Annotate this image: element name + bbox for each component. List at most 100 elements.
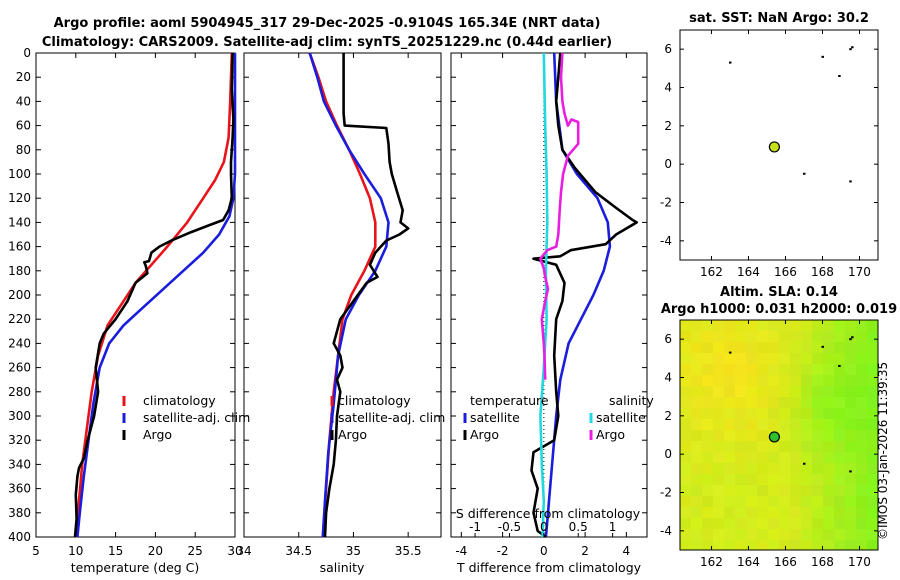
sla-heat-cell [724, 364, 735, 375]
sla-heat-cell [702, 452, 713, 463]
sla-map-xtick-label: 166 [774, 555, 797, 569]
sla-heat-cell [702, 320, 713, 331]
s-diff-xtick-label: 1 [609, 520, 617, 534]
sla-heat-cell [768, 529, 779, 540]
sla-heat-cell [746, 375, 757, 386]
sla-heat-cell [735, 540, 746, 550]
sla-heat-cell [812, 419, 823, 430]
sla-heat-cell [702, 364, 713, 375]
sla-heat-cell [845, 375, 856, 386]
sla-heat-cell [691, 441, 702, 452]
sla-heat-cell [801, 540, 812, 550]
sla-heat-cell [691, 485, 702, 496]
sla-heat-cell [834, 485, 845, 496]
sla-heat-cell [768, 386, 779, 397]
sla-heat-cell [680, 419, 691, 430]
sla-heat-cell [768, 540, 779, 550]
island-marker [838, 75, 841, 77]
sla-heat-cell [867, 485, 878, 496]
legend-diff-t-satellite: satellite [470, 410, 520, 425]
sla-heat-cell [691, 342, 702, 353]
sla-heat-cell [779, 419, 790, 430]
sla-heat-cell [812, 496, 823, 507]
sla-heat-cell [680, 463, 691, 474]
island-marker [821, 55, 824, 58]
sla-heat-cell [834, 430, 845, 441]
sla-heat-cell [812, 320, 823, 331]
sla-heat-cell [768, 518, 779, 529]
t-difference-xlabel: T difference from climatology [456, 560, 642, 575]
sla-heat-cell [757, 452, 768, 463]
sla-heat-cell [713, 320, 724, 331]
sla-heat-cell [812, 463, 823, 474]
sla-heat-cell [867, 518, 878, 529]
sla-heat-cell [801, 474, 812, 485]
sla-heat-cell [812, 408, 823, 419]
sla-heat-cell [812, 485, 823, 496]
sla-heat-cell [812, 540, 823, 550]
sla-heat-cell [768, 408, 779, 419]
sla-heat-cell [724, 474, 735, 485]
sla-heat-cell [801, 331, 812, 342]
sla-heat-cell [779, 320, 790, 331]
depth-tick-label: 280 [8, 385, 31, 399]
sla-heat-cell [790, 474, 801, 485]
sla-heat-cell [680, 386, 691, 397]
sla-map-ytick-label: 2 [664, 409, 672, 423]
sla-heat-cell [867, 430, 878, 441]
sla-heat-cell [724, 419, 735, 430]
sla-heat-cell [746, 485, 757, 496]
sla-heat-cell [713, 507, 724, 518]
sla-heat-cell [845, 529, 856, 540]
sla-heat-cell [845, 452, 856, 463]
sla-heat-cell [757, 397, 768, 408]
sla-heat-cell [746, 419, 757, 430]
sla-heat-cell [702, 375, 713, 386]
sla-heat-cell [845, 386, 856, 397]
sla-heat-cell [713, 485, 724, 496]
island-marker [849, 180, 852, 183]
sla-heat-cell [757, 529, 768, 540]
sla-heat-cell [856, 320, 867, 331]
sla-heat-cell [757, 441, 768, 452]
sla-heat-cell [790, 408, 801, 419]
sla-heat-cell [746, 364, 757, 375]
sla-heat-cell [834, 419, 845, 430]
island-marker [802, 462, 806, 465]
sla-heat-cell [735, 364, 746, 375]
sla-heat-cell [801, 463, 812, 474]
sla-heat-cell [724, 342, 735, 353]
legend-sal-satellite: satellite-adj. clim [338, 410, 445, 425]
island-marker [821, 345, 824, 348]
sla-heat-cell [834, 364, 845, 375]
temp-line-climatology [75, 52, 234, 538]
sla-heat-cell [757, 540, 768, 550]
s-difference-xlabel: S difference from climatology [456, 506, 641, 521]
depth-tick-label: 300 [8, 409, 31, 423]
sla-heat-cell [867, 397, 878, 408]
difference-profile-xtick-label: 4 [623, 544, 631, 558]
sst-map-ytick-label: 0 [664, 157, 672, 171]
sla-heat-cell [680, 474, 691, 485]
sla-heat-cell [834, 452, 845, 463]
sla-heat-cell [757, 386, 768, 397]
sal-line-argo [323, 53, 410, 538]
sla-heat-cell [790, 529, 801, 540]
sla-heat-cell [812, 331, 823, 342]
temperature-xlabel: temperature (deg C) [71, 560, 200, 575]
difference-profile-xtick-label: 0 [540, 544, 548, 558]
depth-tick-label: 180 [8, 264, 31, 278]
sla-heat-cell [779, 496, 790, 507]
sla-heat-cell [823, 540, 834, 550]
sla-heat-cell [867, 441, 878, 452]
sla-heat-cell [779, 474, 790, 485]
sla-heat-cell [713, 529, 724, 540]
sla-heat-cell [680, 397, 691, 408]
sla-heat-cell [691, 375, 702, 386]
sla-heat-cell [812, 397, 823, 408]
sla-heat-cell [702, 474, 713, 485]
sla-heat-cell [735, 518, 746, 529]
sla-heat-cell [768, 441, 779, 452]
sla-heat-cell [823, 320, 834, 331]
sla-map-xtick-label: 162 [700, 555, 723, 569]
